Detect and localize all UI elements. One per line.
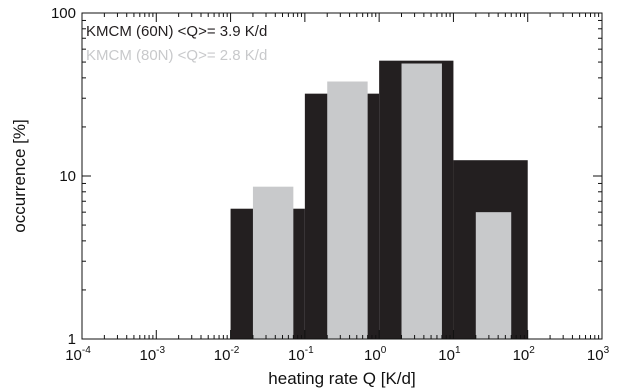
legend-entry-2: KMCM (80N) <Q>= 2.8 K/d	[86, 47, 267, 64]
x-tick-exponent: 3	[604, 345, 610, 356]
y-tick-label: 100	[51, 5, 76, 22]
x-tick-base: 10	[288, 347, 305, 364]
plot-frame	[81, 12, 603, 340]
x-tick-labels: 10-4 10-3 10-2 10-1 100 101 102 103	[65, 345, 609, 364]
x-tick-label: 101	[438, 345, 461, 364]
x-tick-base: 10	[214, 347, 231, 364]
x-tick-exponent: 2	[529, 345, 535, 356]
x-tick-exponent: -4	[82, 345, 91, 356]
x-tick-exponent: -3	[156, 345, 165, 356]
x-tick-label: 10-3	[139, 345, 165, 364]
x-tick-label: 102	[513, 345, 536, 364]
x-tick-base: 10	[587, 347, 604, 364]
x-tick-base: 10	[65, 347, 82, 364]
x-tick-label: 10-4	[65, 345, 91, 364]
x-tick-base: 10	[364, 347, 381, 364]
x-tick-base: 10	[513, 347, 530, 364]
x-axis-title: heating rate Q [K/d]	[268, 369, 415, 388]
legend: KMCM (60N) <Q>= 3.9 K/d KMCM (80N) <Q>= 2…	[86, 23, 267, 64]
x-tick-exponent: 0	[381, 345, 387, 356]
x-tick-base: 10	[438, 347, 455, 364]
bars-group	[230, 60, 528, 340]
bar-series2-bin4	[475, 212, 512, 339]
y-axis-title: occurrence [%]	[10, 119, 29, 232]
x-tick-label: 10-2	[214, 345, 240, 364]
x-tick-exponent: -2	[230, 345, 239, 356]
y-tick-label: 1	[68, 331, 76, 348]
x-tick-exponent: 1	[455, 345, 461, 356]
bar-series2-bin2	[327, 81, 368, 339]
legend-entry-1: KMCM (60N) <Q>= 3.9 K/d	[86, 23, 267, 40]
y-tick-label: 10	[59, 168, 76, 185]
x-tick-label: 10-1	[288, 345, 314, 364]
x-tick-exponent: -1	[305, 345, 314, 356]
x-tick-label: 100	[364, 345, 387, 364]
bar-series2-bin3	[401, 63, 442, 339]
y-tick-labels: 1 10 100	[51, 5, 76, 348]
bar-series2-bin1	[252, 186, 294, 339]
x-tick-base: 10	[139, 347, 156, 364]
x-tick-label: 103	[587, 345, 610, 364]
